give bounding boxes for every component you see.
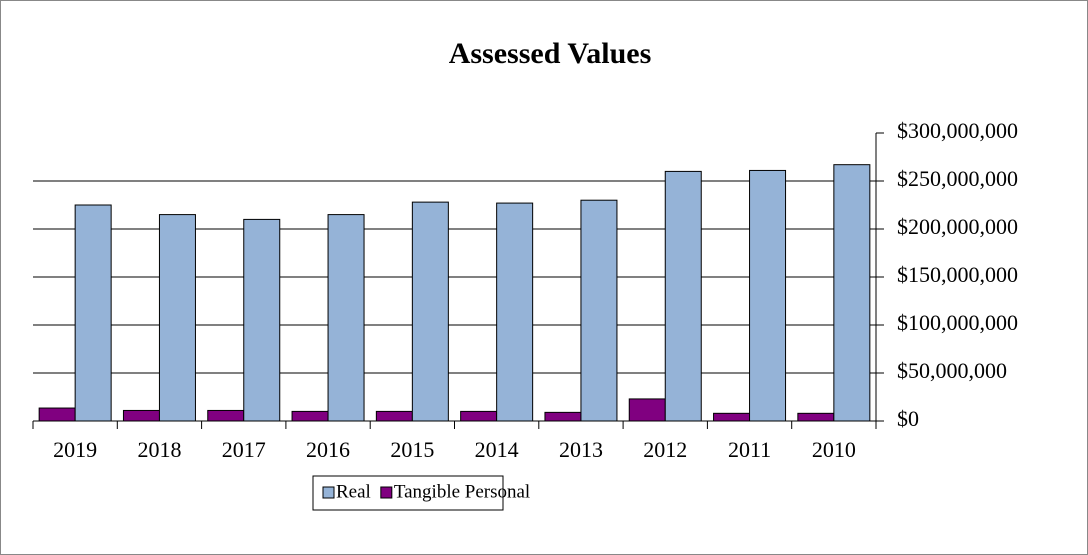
bar xyxy=(327,214,365,422)
bar xyxy=(460,410,498,422)
y-tick-label: $50,000,000 xyxy=(897,358,1007,383)
bar xyxy=(713,412,751,422)
bar xyxy=(38,407,76,422)
x-tick-label: 2013 xyxy=(559,437,603,462)
legend-swatch xyxy=(380,486,393,499)
y-tick-label: $250,000,000 xyxy=(897,166,1018,191)
x-tick-label: 2011 xyxy=(728,437,771,462)
x-tick-label: 2017 xyxy=(222,437,266,462)
bar xyxy=(544,411,582,422)
legend-label: Real xyxy=(336,481,371,502)
bar xyxy=(749,169,787,422)
x-tick-label: 2015 xyxy=(390,437,434,462)
y-tick-label: $150,000,000 xyxy=(897,262,1018,287)
bar xyxy=(664,170,702,422)
bar xyxy=(580,199,618,422)
bar xyxy=(628,398,666,422)
x-tick-label: 2010 xyxy=(812,437,856,462)
bar xyxy=(122,409,160,422)
bar xyxy=(243,218,281,422)
y-tick-label: $200,000,000 xyxy=(897,214,1018,239)
bar xyxy=(158,214,196,422)
x-tick-label: 2014 xyxy=(475,437,519,462)
y-tick-label: $0 xyxy=(897,406,919,431)
bar xyxy=(411,201,449,422)
x-tick-label: 2019 xyxy=(53,437,97,462)
x-tick-label: 2012 xyxy=(643,437,687,462)
bar xyxy=(74,204,112,422)
bar xyxy=(291,410,329,422)
x-tick-label: 2018 xyxy=(137,437,181,462)
chart-title: Assessed Values xyxy=(449,37,652,70)
legend-box xyxy=(312,475,504,511)
legend-swatch xyxy=(322,486,335,499)
y-tick-label: $300,000,000 xyxy=(897,118,1018,143)
bar xyxy=(797,412,835,422)
bar xyxy=(375,410,413,422)
bar xyxy=(496,202,534,422)
y-tick-label: $100,000,000 xyxy=(897,310,1018,335)
x-tick-label: 2016 xyxy=(306,437,350,462)
bar xyxy=(833,164,871,422)
bar xyxy=(207,409,245,422)
legend-label: Tangible Personal xyxy=(394,481,530,502)
